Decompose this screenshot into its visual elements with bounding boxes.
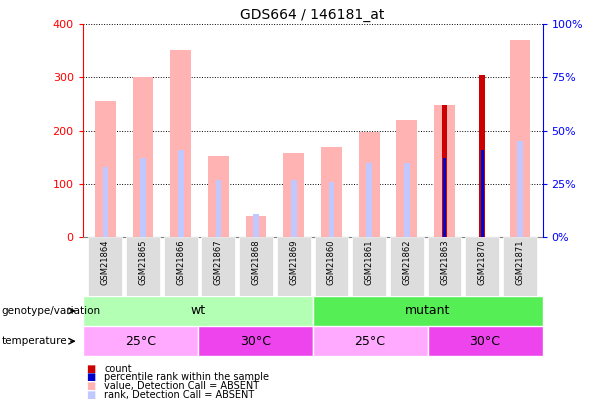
Bar <box>479 75 485 237</box>
Text: ■: ■ <box>86 382 95 391</box>
Text: temperature: temperature <box>1 336 67 346</box>
Bar <box>509 40 530 237</box>
Text: GSM21870: GSM21870 <box>478 240 487 286</box>
Text: GSM21864: GSM21864 <box>101 240 110 286</box>
Text: GSM21862: GSM21862 <box>402 240 411 286</box>
Bar <box>95 101 116 237</box>
FancyBboxPatch shape <box>314 237 348 296</box>
Bar <box>367 162 372 237</box>
Text: ■: ■ <box>86 364 95 373</box>
FancyBboxPatch shape <box>202 237 235 296</box>
Text: GSM21868: GSM21868 <box>251 240 261 286</box>
Bar <box>481 150 484 237</box>
Bar <box>253 213 259 237</box>
FancyBboxPatch shape <box>352 237 386 296</box>
Bar <box>404 162 409 237</box>
Bar <box>246 216 267 237</box>
Text: GSM21863: GSM21863 <box>440 240 449 286</box>
Bar <box>208 156 229 237</box>
Text: GSM21861: GSM21861 <box>365 240 374 286</box>
Text: value, Detection Call = ABSENT: value, Detection Call = ABSENT <box>104 382 259 391</box>
Bar <box>329 181 334 237</box>
Bar <box>313 296 543 326</box>
Bar <box>359 132 379 237</box>
FancyBboxPatch shape <box>390 237 424 296</box>
Text: ■: ■ <box>86 373 95 382</box>
FancyBboxPatch shape <box>428 237 462 296</box>
Bar <box>216 179 221 237</box>
Text: percentile rank within the sample: percentile rank within the sample <box>104 373 269 382</box>
Text: 30°C: 30°C <box>470 335 501 348</box>
Bar <box>397 120 417 237</box>
Text: GSM21871: GSM21871 <box>516 240 524 286</box>
Text: GSM21865: GSM21865 <box>139 240 148 286</box>
Bar <box>291 179 297 237</box>
Bar <box>443 158 446 237</box>
Bar <box>321 147 342 237</box>
Text: ■: ■ <box>86 390 95 400</box>
Bar <box>313 326 428 356</box>
Bar <box>428 326 543 356</box>
Bar <box>283 153 304 237</box>
FancyBboxPatch shape <box>164 237 198 296</box>
Bar <box>178 150 183 237</box>
Text: mutant: mutant <box>405 304 451 318</box>
Text: GSM21869: GSM21869 <box>289 240 299 286</box>
FancyBboxPatch shape <box>239 237 273 296</box>
Bar <box>170 50 191 237</box>
Bar <box>83 326 197 356</box>
Bar <box>197 326 313 356</box>
Text: GSM21866: GSM21866 <box>176 240 185 286</box>
Bar <box>83 296 313 326</box>
FancyBboxPatch shape <box>126 237 160 296</box>
Text: wt: wt <box>190 304 205 318</box>
Bar <box>442 105 447 237</box>
Bar <box>102 167 108 237</box>
FancyBboxPatch shape <box>465 237 499 296</box>
Text: 30°C: 30°C <box>240 335 271 348</box>
Text: 25°C: 25°C <box>124 335 156 348</box>
FancyBboxPatch shape <box>88 237 123 296</box>
Bar <box>140 158 146 237</box>
Title: GDS664 / 146181_at: GDS664 / 146181_at <box>240 8 385 22</box>
Text: count: count <box>104 364 132 373</box>
Bar <box>132 77 153 237</box>
Text: 25°C: 25°C <box>354 335 386 348</box>
Text: genotype/variation: genotype/variation <box>1 306 101 316</box>
Bar <box>517 141 523 237</box>
FancyBboxPatch shape <box>503 237 537 296</box>
Bar <box>434 105 455 237</box>
FancyBboxPatch shape <box>277 237 311 296</box>
Text: GSM21867: GSM21867 <box>214 240 223 286</box>
Text: rank, Detection Call = ABSENT: rank, Detection Call = ABSENT <box>104 390 254 400</box>
Text: GSM21860: GSM21860 <box>327 240 336 286</box>
